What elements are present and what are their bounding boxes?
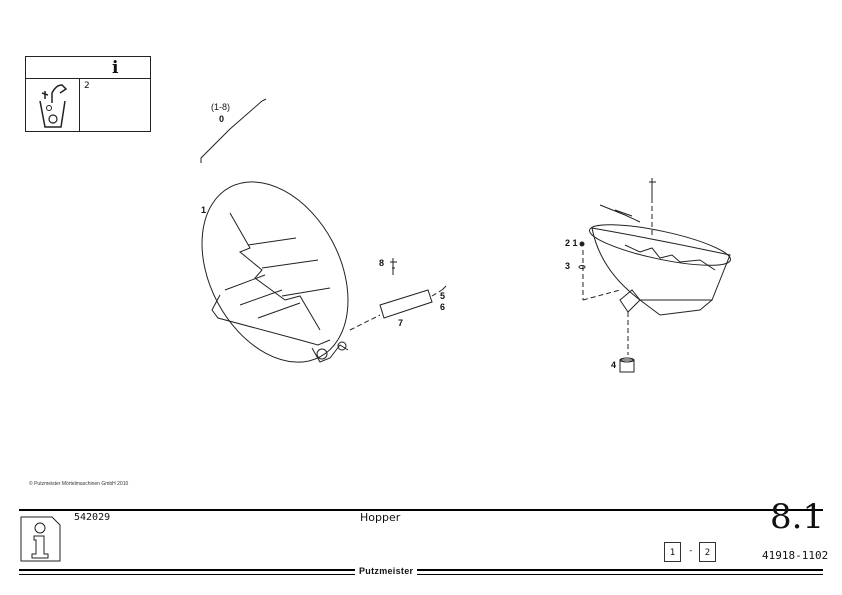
cap-4 (619, 359, 635, 373)
document-number: 542029 (74, 512, 111, 523)
nut-21 (579, 241, 585, 247)
hopper-body-right (591, 227, 731, 301)
hopper-rim-left (201, 181, 349, 363)
page-total: 2 (699, 542, 716, 562)
chapter-number: 8.1 (770, 497, 825, 537)
legend-box: i 2 (25, 56, 151, 132)
label-range: (1-8) (211, 102, 231, 112)
label-6: 6 (440, 302, 446, 312)
legend-header: i (26, 57, 150, 79)
label-1: 1 (201, 205, 207, 215)
label-0: 0 (219, 114, 225, 124)
titleblock-top-rule (19, 509, 823, 511)
disposal-icon (39, 84, 68, 128)
exploded-drawing (200, 98, 731, 373)
washer-3 (578, 265, 586, 269)
label-7: 7 (398, 318, 404, 328)
info-icon: i (112, 58, 119, 78)
hopper-rim-right (589, 224, 731, 266)
document-title: Hopper (360, 511, 401, 524)
titleblock-bottom-thin-rule (19, 574, 823, 575)
copyright-notice: © Putzmeister Mörtelmaschinen GmbH 2010 (29, 481, 129, 487)
label-3: 3 (565, 261, 571, 271)
info-document-icon (20, 516, 61, 562)
legend-quantity: 2 (84, 81, 90, 91)
label-4: 4 (611, 360, 617, 370)
label-8: 8 (379, 258, 385, 268)
brand-logo: Putzmeister (355, 566, 418, 576)
label-21: 2 1 (565, 238, 578, 248)
hopper-frame-left (211, 294, 331, 346)
pin-8 (390, 258, 397, 275)
page-current: 1 (664, 542, 681, 562)
assembly-bracket (200, 98, 267, 163)
hopper-grid-left (229, 212, 321, 331)
page-separator: - (688, 546, 694, 556)
titleblock-bottom-rule (19, 569, 823, 571)
part-number: 41918-1102 (762, 549, 829, 562)
hopper-grid-right (624, 244, 716, 271)
hopper-handle-right (599, 204, 641, 223)
cylinder-7 (379, 289, 433, 319)
legend-divider (79, 78, 80, 131)
label-5: 5 (440, 291, 446, 301)
